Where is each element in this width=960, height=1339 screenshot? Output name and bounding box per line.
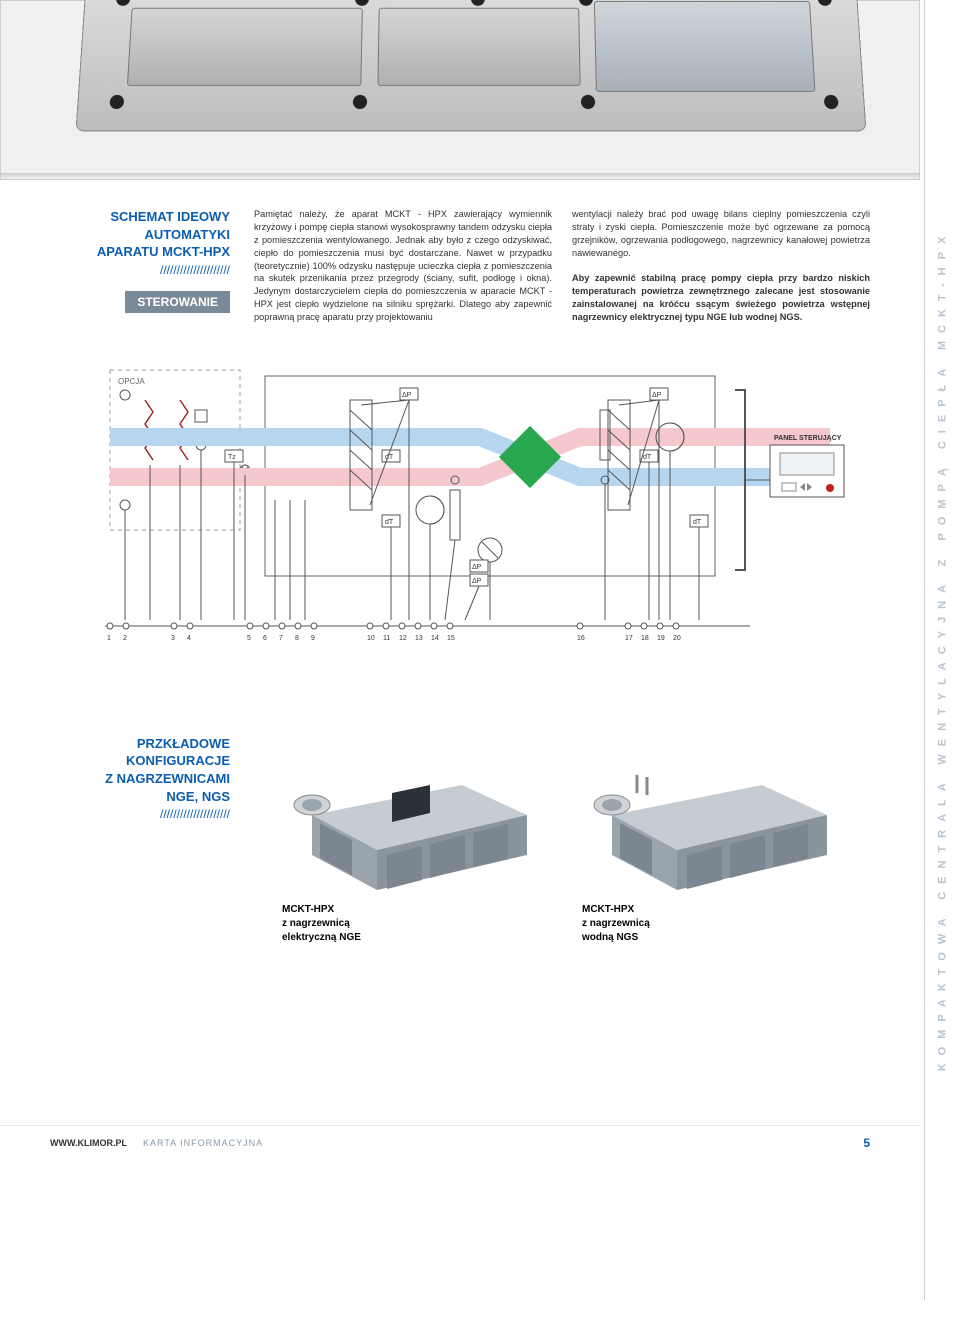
svg-text:12: 12 — [399, 635, 407, 642]
footer-url: WWW.KLIMOR.PL — [50, 1138, 127, 1148]
svg-text:1: 1 — [107, 635, 111, 642]
body-text-col2: wentylacji należy brać pod uwagę bilans … — [572, 208, 870, 324]
svg-text:2: 2 — [123, 635, 127, 642]
svg-text:ΔP: ΔP — [472, 564, 482, 571]
svg-text:17: 17 — [625, 635, 633, 642]
svg-text:dT: dT — [693, 519, 702, 526]
svg-text:10: 10 — [367, 635, 375, 642]
svg-text:ΔP: ΔP — [652, 392, 662, 399]
side-tab-text: KOMPAKTOWA CENTRALA WENTYLACYJNA Z POMPĄ… — [937, 229, 949, 1072]
svg-text:5: 5 — [247, 635, 251, 642]
svg-text:3: 3 — [171, 635, 175, 642]
svg-text:18: 18 — [641, 635, 649, 642]
body-text-col1: Pamiętać należy, że aparat MCKT - HPX za… — [254, 208, 552, 324]
svg-text:7: 7 — [279, 635, 283, 642]
side-tab: KOMPAKTOWA CENTRALA WENTYLACYJNA Z POMPĄ… — [924, 0, 960, 1300]
page-number: 5 — [863, 1136, 870, 1150]
footer-card: KARTA INFORMACYJNA — [143, 1138, 263, 1148]
svg-text:20: 20 — [673, 635, 681, 642]
config-ngs: MCKT-HPX z nagrzewnicą wodną NGS — [582, 745, 842, 945]
svg-text:Tz: Tz — [228, 454, 236, 461]
section2-slashes: ///////////////////// — [50, 807, 230, 821]
section1-title: SCHEMAT IDEOWY AUTOMATYKI APARATU MCKT-H… — [50, 208, 230, 261]
hero-image — [0, 0, 920, 180]
svg-text:ΔP: ΔP — [402, 392, 412, 399]
schematic-diagram: OPCJA — [50, 350, 870, 695]
svg-text:dT: dT — [385, 519, 394, 526]
page-footer: WWW.KLIMOR.PL KARTA INFORMACYJNA 5 — [0, 1125, 920, 1160]
section2-title: PRZKŁADOWE KONFIGURACJE Z NAGRZEWNICAMI … — [50, 735, 230, 805]
svg-text:11: 11 — [383, 635, 390, 642]
svg-text:8: 8 — [295, 635, 299, 642]
svg-text:19: 19 — [657, 635, 665, 642]
svg-text:ΔP: ΔP — [472, 578, 482, 585]
opcja-label: OPCJA — [118, 377, 145, 386]
svg-text:PANEL STERUJĄCY: PANEL STERUJĄCY — [774, 435, 842, 442]
svg-text:14: 14 — [431, 635, 439, 642]
svg-text:4: 4 — [187, 635, 191, 642]
svg-text:16: 16 — [577, 635, 585, 642]
sterowanie-badge: STEROWANIE — [125, 291, 230, 313]
section1-slashes: ///////////////////// — [50, 263, 230, 277]
config-nge: MCKT-HPX z nagrzewnicą elektryczną NGE — [282, 745, 542, 945]
svg-text:dT: dT — [643, 454, 652, 461]
svg-text:15: 15 — [447, 635, 455, 642]
svg-text:6: 6 — [263, 635, 267, 642]
svg-text:13: 13 — [415, 635, 423, 642]
svg-text:9: 9 — [311, 635, 315, 642]
